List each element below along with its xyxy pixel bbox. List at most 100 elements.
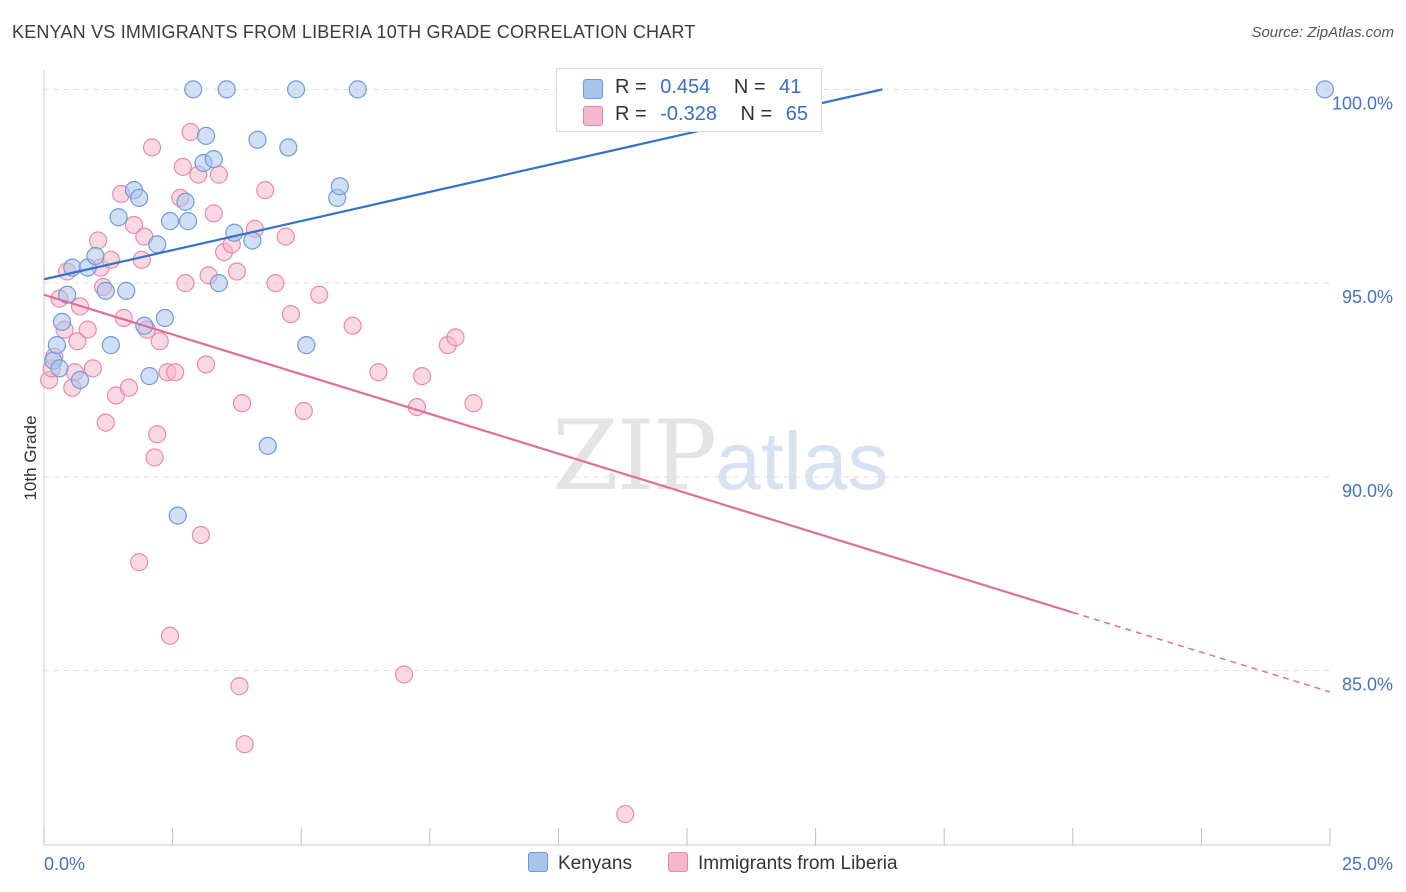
kenyan-point <box>209 274 228 293</box>
kenyan-point <box>101 336 120 355</box>
kenyan-point <box>176 192 195 211</box>
kenyan-point <box>140 367 159 386</box>
kenyan-point <box>70 370 90 390</box>
legend-n-value: 41 <box>779 76 802 98</box>
liberia-trend-line <box>43 293 1074 614</box>
liberia-point <box>616 804 635 824</box>
watermark-atlas: atlas <box>715 416 889 507</box>
y-axis-label: 10th Grade <box>21 415 40 500</box>
kenyan-point <box>204 150 223 169</box>
liberia-point <box>132 250 151 269</box>
liberia-point <box>114 308 133 328</box>
grid <box>44 88 1330 672</box>
liberia-point <box>281 305 301 324</box>
liberia-point <box>266 274 285 293</box>
liberia-point <box>166 363 185 382</box>
liberia-point <box>176 274 195 293</box>
liberia-point <box>310 285 329 304</box>
kenyan-point <box>348 80 367 99</box>
kenyan-point <box>109 208 128 227</box>
liberia-point <box>446 328 465 347</box>
y-tick-label: 85.0% <box>1342 675 1393 695</box>
kenyan-point <box>248 130 267 149</box>
liberia-points <box>40 122 635 824</box>
liberia-trend-extension <box>1072 611 1331 693</box>
kenyan-point <box>178 212 198 231</box>
kenyan-point <box>50 359 69 378</box>
liberia-point <box>96 413 115 432</box>
legend-r-value: -0.328 <box>660 103 717 125</box>
liberia-point <box>196 355 216 374</box>
chart-title: KENYAN VS IMMIGRANTS FROM LIBERIA 10TH G… <box>12 22 696 42</box>
liberia-point <box>276 227 295 246</box>
legend-r-value: 0.454 <box>660 76 711 98</box>
kenyan-point <box>217 80 236 99</box>
kenyan-point <box>297 336 316 355</box>
kenyan-point <box>160 212 180 231</box>
liberia-point <box>294 401 313 421</box>
liberia-point <box>83 359 102 378</box>
legend-swatch-kenyans <box>583 79 603 99</box>
kenyan-point <box>117 281 136 300</box>
liberia-point <box>209 165 228 184</box>
liberia-point <box>78 320 97 339</box>
kenyan-point <box>86 246 105 266</box>
bottom-legend-swatch-liberia <box>668 852 688 872</box>
liberia-point <box>394 665 414 684</box>
bottom-legend-label-kenyans: Kenyans <box>558 853 632 874</box>
liberia-point <box>343 316 362 335</box>
kenyan-point <box>58 285 77 304</box>
y-tick-label: 90.0% <box>1342 481 1393 501</box>
bottom-legend-kenyans: Kenyans <box>528 852 632 875</box>
liberia-point <box>191 525 210 545</box>
liberia-point <box>227 262 246 281</box>
legend-n-label: N = <box>740 103 773 125</box>
y-tick-label: 100.0% <box>1332 93 1393 113</box>
legend-r-label: R = <box>615 103 647 125</box>
kenyan-point <box>1315 80 1334 99</box>
trend-lines <box>43 88 1331 693</box>
liberia-point <box>145 448 164 467</box>
liberia-point <box>150 332 169 351</box>
kenyan-point <box>168 506 187 525</box>
liberia-point <box>130 553 149 572</box>
kenyan-point <box>155 308 174 328</box>
liberia-point <box>160 626 180 645</box>
y-ticks: 85.0% 90.0% 95.0% 100.0% <box>1332 93 1393 694</box>
kenyan-point <box>148 235 167 254</box>
legend-r-label: R = <box>615 76 647 98</box>
x-tick-label: 25.0% <box>1342 854 1393 874</box>
bottom-legend-swatch-kenyans <box>528 852 548 872</box>
liberia-point <box>235 735 254 754</box>
liberia-point <box>369 363 388 382</box>
kenyan-point <box>286 80 306 99</box>
legend-swatch-liberia <box>583 106 603 126</box>
kenyan-point <box>130 188 149 207</box>
liberia-point <box>232 394 252 413</box>
liberia-point <box>173 157 192 176</box>
liberia-point <box>204 204 223 223</box>
liberia-point <box>412 367 432 386</box>
liberia-point <box>256 181 275 200</box>
kenyan-point <box>258 436 277 455</box>
kenyan-point <box>184 80 203 99</box>
liberia-point <box>119 378 138 397</box>
liberia-point <box>148 425 167 444</box>
source-label: Source: ZipAtlas.com <box>1251 24 1394 41</box>
liberia-point <box>181 122 200 142</box>
liberia-point <box>142 138 162 157</box>
kenyan-point <box>47 336 66 355</box>
bottom-legend-label-liberia: Immigrants from Liberia <box>698 853 898 874</box>
correlation-legend: R = 0.454 N = 41 R = -0.328 N = 65 <box>556 68 822 132</box>
liberia-point <box>464 394 483 413</box>
kenyan-point <box>330 177 349 196</box>
y-tick-label: 95.0% <box>1342 287 1393 307</box>
legend-n-value: 65 <box>785 103 809 125</box>
liberia-point <box>124 215 144 235</box>
kenyan-points <box>44 80 1334 525</box>
x-ticks: 0.0% 25.0% <box>43 828 1393 874</box>
kenyan-point <box>52 312 72 331</box>
kenyan-point <box>196 126 216 145</box>
x-tick-label: 0.0% <box>44 854 85 874</box>
